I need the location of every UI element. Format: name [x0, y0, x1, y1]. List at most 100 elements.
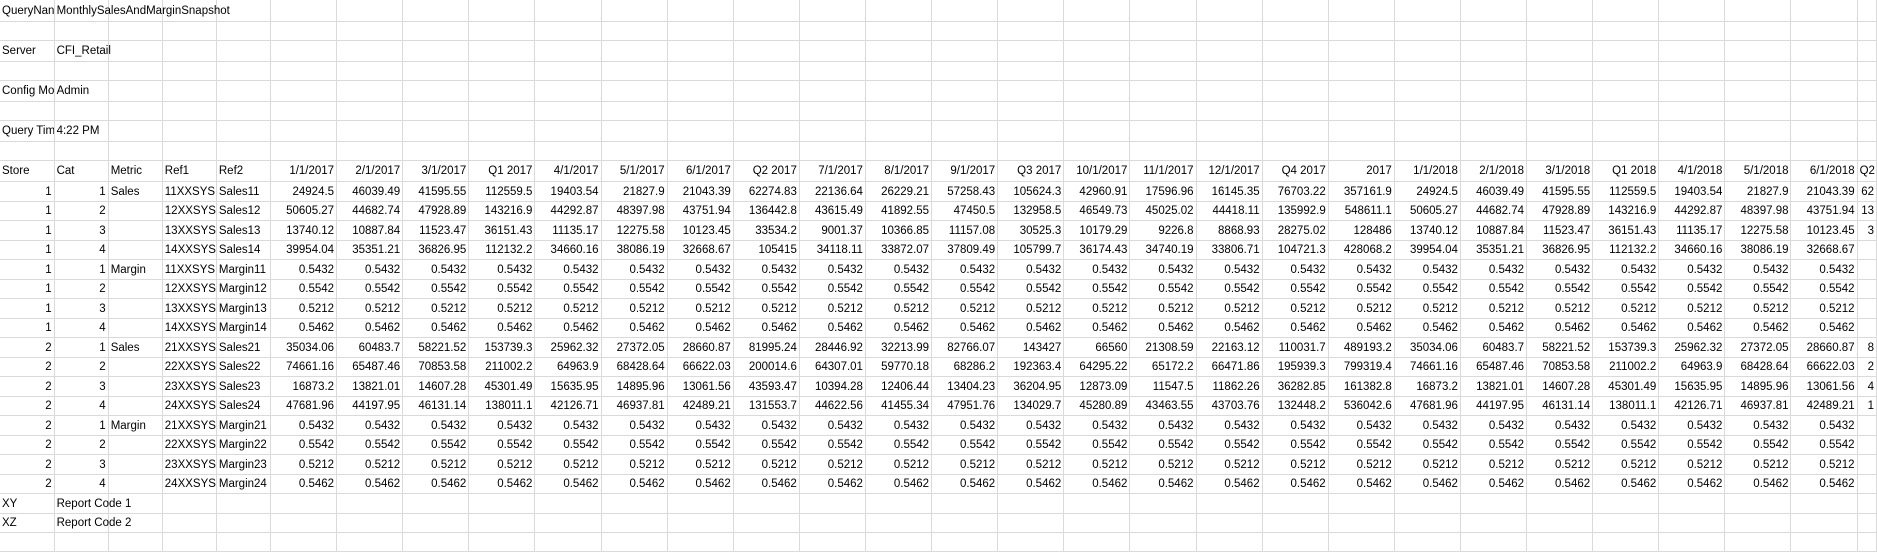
data-cell[interactable]: 0.5212 — [402, 454, 470, 475]
cell[interactable] — [667, 532, 734, 552]
cell[interactable] — [336, 141, 404, 161]
cell[interactable] — [865, 101, 933, 121]
data-cell[interactable]: 0.5432 — [865, 259, 933, 280]
data-cell[interactable]: 19403.54 — [534, 181, 602, 202]
data-cell[interactable]: 153739.3 — [1592, 337, 1660, 358]
cell[interactable] — [997, 0, 1065, 23]
cell[interactable] — [108, 120, 163, 143]
data-cell[interactable]: 0.5542 — [1262, 279, 1329, 300]
cell[interactable] — [216, 513, 271, 534]
cell[interactable] — [799, 513, 866, 534]
cell[interactable] — [1790, 141, 1858, 161]
cell[interactable] — [1790, 120, 1858, 143]
data-cell[interactable]: 66560 — [1063, 337, 1131, 358]
cell[interactable] — [1790, 0, 1858, 23]
data-cell[interactable]: Margin22 — [216, 435, 271, 456]
data-cell[interactable]: 42126.71 — [1658, 396, 1726, 417]
cell[interactable] — [733, 40, 800, 63]
cell[interactable] — [336, 0, 404, 23]
param-key-cell[interactable]: Config Mo — [0, 80, 55, 103]
cell[interactable] — [667, 141, 734, 161]
cell[interactable] — [1129, 513, 1197, 534]
data-cell[interactable]: 0.5542 — [667, 279, 734, 300]
data-cell[interactable]: 0.5432 — [1526, 259, 1594, 280]
data-cell[interactable]: 14607.28 — [1526, 376, 1594, 397]
data-cell[interactable]: 27372.05 — [601, 337, 668, 358]
data-cell[interactable]: 1 — [0, 201, 55, 222]
data-cell[interactable]: 3 — [54, 454, 109, 475]
data-cell[interactable]: 0.5432 — [1658, 259, 1726, 280]
column-header-cell[interactable]: Q2 — [1857, 160, 1877, 183]
cell[interactable] — [733, 101, 800, 121]
data-cell[interactable]: 1 — [54, 259, 109, 280]
data-cell[interactable]: 34660.16 — [1658, 240, 1726, 261]
data-cell[interactable]: 14607.28 — [402, 376, 470, 397]
data-cell[interactable]: 0.5212 — [468, 298, 536, 319]
data-cell[interactable]: 0.5462 — [402, 474, 470, 495]
cell[interactable] — [1129, 493, 1197, 514]
cell[interactable] — [534, 80, 602, 103]
cell[interactable] — [270, 120, 338, 143]
cell[interactable] — [1526, 493, 1594, 514]
column-header-cell[interactable]: 8/1/2017 — [865, 160, 933, 183]
data-cell[interactable]: 0.5462 — [667, 474, 734, 495]
data-cell[interactable]: 0.5542 — [1790, 435, 1858, 456]
cell[interactable] — [601, 101, 668, 121]
cell[interactable] — [799, 120, 866, 143]
data-cell[interactable]: 0.5432 — [1328, 415, 1395, 436]
cell[interactable] — [1724, 513, 1792, 534]
cell[interactable] — [601, 80, 668, 103]
data-cell[interactable] — [108, 474, 163, 495]
cell[interactable] — [799, 40, 866, 63]
data-cell[interactable]: 0.5462 — [534, 318, 602, 339]
param-key-cell[interactable]: QueryNan — [0, 0, 55, 23]
cell[interactable] — [336, 61, 404, 81]
data-cell[interactable]: 36826.95 — [1526, 240, 1594, 261]
cell[interactable] — [1724, 0, 1792, 23]
data-cell[interactable]: 2 — [54, 357, 109, 378]
data-cell[interactable]: 82766.07 — [931, 337, 999, 358]
data-cell[interactable]: 0.5542 — [1262, 435, 1329, 456]
data-cell[interactable]: 39954.04 — [1394, 240, 1461, 261]
cell[interactable] — [1526, 0, 1594, 23]
data-cell[interactable]: 1 — [0, 259, 55, 280]
data-cell[interactable]: 0.5212 — [336, 298, 404, 319]
data-cell[interactable]: 44682.74 — [336, 201, 404, 222]
data-cell[interactable]: 42489.21 — [1790, 396, 1858, 417]
cell[interactable] — [402, 101, 470, 121]
cell[interactable] — [216, 493, 271, 514]
data-cell[interactable]: 23XXSYS — [162, 376, 217, 397]
data-cell[interactable] — [108, 396, 163, 417]
data-cell[interactable]: 0.5542 — [733, 435, 800, 456]
cell[interactable] — [1460, 493, 1528, 514]
cell[interactable] — [216, 532, 271, 552]
cell[interactable] — [0, 532, 55, 552]
cell[interactable] — [1790, 80, 1858, 103]
data-cell[interactable]: 11862.26 — [1196, 376, 1263, 397]
cell[interactable] — [1857, 120, 1877, 143]
cell[interactable] — [1196, 532, 1263, 552]
cell[interactable] — [270, 101, 338, 121]
data-cell[interactable]: 0.5212 — [1460, 298, 1528, 319]
data-cell[interactable]: 161382.8 — [1328, 376, 1395, 397]
column-header-cell[interactable]: 5/1/2018 — [1724, 160, 1792, 183]
cell[interactable] — [1592, 120, 1660, 143]
cell[interactable] — [468, 493, 536, 514]
data-cell[interactable]: Sales14 — [216, 240, 271, 261]
data-cell[interactable]: 76703.22 — [1262, 181, 1329, 202]
data-cell[interactable]: 0.5462 — [1328, 474, 1395, 495]
cell[interactable] — [997, 513, 1065, 534]
cell[interactable] — [534, 61, 602, 81]
data-cell[interactable]: 112132.2 — [468, 240, 536, 261]
data-cell[interactable]: 11523.47 — [1526, 220, 1594, 241]
cell[interactable] — [1394, 21, 1461, 41]
data-cell[interactable]: 0.5212 — [733, 298, 800, 319]
cell[interactable] — [1857, 532, 1877, 552]
data-cell[interactable]: 0.5212 — [1790, 298, 1858, 319]
data-cell[interactable]: 65487.46 — [1460, 357, 1528, 378]
cell[interactable] — [799, 532, 866, 552]
data-cell[interactable]: 138011.1 — [468, 396, 536, 417]
data-cell[interactable]: 128486 — [1328, 220, 1395, 241]
data-cell[interactable]: 34118.11 — [799, 240, 866, 261]
cell[interactable] — [108, 40, 163, 63]
